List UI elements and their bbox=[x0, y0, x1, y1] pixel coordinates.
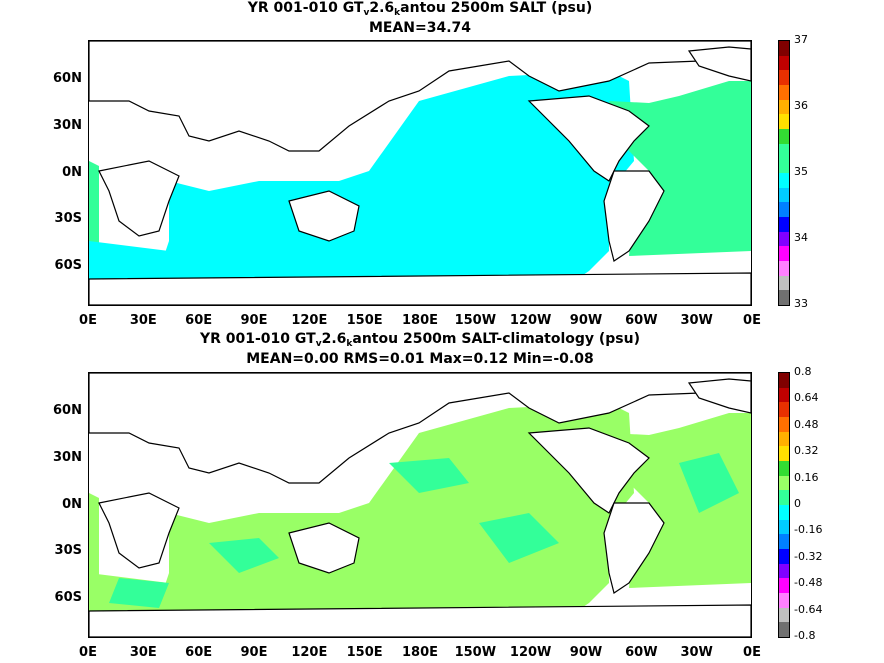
lat-tick-label: 30S bbox=[54, 211, 82, 226]
colorbar-swatch bbox=[779, 592, 789, 608]
lon-tick-label: 150E bbox=[346, 313, 383, 328]
lon-tick-label: 60W bbox=[625, 645, 658, 660]
colorbar-top bbox=[778, 40, 790, 306]
colorbar-label: 0.16 bbox=[794, 470, 819, 484]
panel1-subtitle: MEAN=34.74 bbox=[368, 20, 472, 36]
colorbar-swatch bbox=[779, 275, 789, 291]
lon-tick-label: 30W bbox=[680, 313, 713, 328]
colorbar-swatch bbox=[779, 578, 789, 593]
colorbar-label: -0.48 bbox=[794, 576, 823, 590]
colorbar-swatch bbox=[779, 548, 789, 564]
lon-tick-label: 150E bbox=[346, 645, 383, 660]
panel2-title: YR 001-010 GTv2.6kantou 2500m SALT-clima… bbox=[199, 331, 641, 349]
salinity-anomaly-map bbox=[88, 372, 752, 638]
lon-tick-label: 90E bbox=[240, 313, 268, 328]
lon-tick-label: 180E bbox=[401, 645, 439, 660]
colorbar-label: 36 bbox=[794, 99, 808, 112]
lon-tick-label: 90W bbox=[569, 645, 603, 660]
colorbar-swatch bbox=[779, 70, 789, 85]
colorbar-label: -0.8 bbox=[794, 629, 816, 642]
colorbar-swatch bbox=[779, 622, 789, 637]
colorbar-swatch bbox=[779, 202, 789, 217]
colorbar-label: 0 bbox=[794, 497, 801, 510]
panel1-title: YR 001-010 GTv2.6kantou 2500m SALT (psu) bbox=[247, 0, 593, 18]
lon-tick-label: 30W bbox=[680, 645, 713, 660]
colorbar-swatch bbox=[779, 607, 789, 623]
colorbar-swatch bbox=[779, 504, 789, 520]
panel2-subtitle: MEAN=0.00 RMS=0.01 Max=0.12 Min=-0.08 bbox=[246, 351, 594, 367]
lon-tick-label: 60W bbox=[625, 313, 658, 328]
colorbar-label: -0.32 bbox=[794, 549, 823, 563]
colorbar-swatch bbox=[779, 158, 789, 173]
lon-tick-label: 30E bbox=[129, 645, 157, 660]
lon-tick-label: 120W bbox=[509, 313, 552, 328]
colorbar-swatch bbox=[779, 231, 789, 247]
lon-tick-label: 90W bbox=[569, 313, 603, 328]
colorbar-swatch bbox=[779, 55, 789, 71]
lat-tick-label: 60S bbox=[54, 590, 82, 605]
lon-tick-label: 60E bbox=[185, 645, 213, 660]
colorbar-swatch bbox=[779, 490, 789, 505]
lon-tick-label: 0E bbox=[79, 645, 97, 660]
colorbar-swatch bbox=[779, 460, 789, 476]
colorbar-swatch bbox=[779, 114, 789, 129]
colorbar-swatch bbox=[779, 402, 789, 417]
colorbar-swatch bbox=[779, 246, 789, 261]
colorbar-bottom bbox=[778, 372, 790, 638]
lon-tick-label: 60E bbox=[185, 313, 213, 328]
colorbar-swatch bbox=[779, 475, 789, 491]
lon-tick-label: 0E bbox=[743, 313, 761, 328]
colorbar-swatch bbox=[779, 416, 789, 432]
lat-tick-label: 60N bbox=[53, 403, 82, 418]
colorbar-label: 33 bbox=[794, 297, 808, 310]
colorbar-swatch bbox=[779, 563, 789, 579]
colorbar-swatch bbox=[779, 99, 789, 115]
lat-tick-label: 60N bbox=[53, 71, 82, 86]
lat-tick-label: 0N bbox=[62, 165, 82, 180]
lon-tick-label: 0E bbox=[743, 645, 761, 660]
colorbar-swatch bbox=[779, 519, 789, 535]
colorbar-swatch bbox=[779, 143, 789, 159]
lon-tick-label: 90E bbox=[240, 645, 268, 660]
colorbar-label: 0.8 bbox=[794, 365, 812, 378]
lat-tick-label: 60S bbox=[54, 258, 82, 273]
lat-tick-label: 30N bbox=[53, 118, 82, 133]
lon-tick-label: 180E bbox=[401, 313, 439, 328]
colorbar-swatch bbox=[779, 534, 789, 549]
colorbar-swatch bbox=[779, 373, 789, 388]
colorbar-swatch bbox=[779, 387, 789, 403]
colorbar-label: 0.64 bbox=[794, 391, 819, 405]
lon-tick-label: 150W bbox=[454, 645, 497, 660]
colorbar-swatch bbox=[779, 172, 789, 188]
colorbar-swatch bbox=[779, 216, 789, 232]
lon-tick-label: 120E bbox=[291, 645, 328, 660]
colorbar-swatch bbox=[779, 260, 789, 276]
colorbar-swatch bbox=[779, 431, 789, 447]
colorbar-label: 37 bbox=[794, 33, 808, 46]
salinity-map bbox=[88, 40, 752, 306]
colorbar-swatch bbox=[779, 290, 789, 305]
colorbar-label: 0.32 bbox=[794, 444, 819, 458]
colorbar-label: -0.64 bbox=[794, 602, 823, 616]
colorbar-swatch bbox=[779, 41, 789, 56]
colorbar-swatch bbox=[779, 84, 789, 100]
lat-tick-label: 30S bbox=[54, 543, 82, 558]
colorbar-label: -0.16 bbox=[794, 523, 823, 537]
colorbar-swatch bbox=[779, 128, 789, 144]
colorbar-label: 35 bbox=[794, 165, 808, 178]
lat-tick-label: 0N bbox=[62, 497, 82, 512]
lon-tick-label: 0E bbox=[79, 313, 97, 328]
colorbar-swatch bbox=[779, 187, 789, 203]
lon-tick-label: 120E bbox=[291, 313, 328, 328]
colorbar-label: 0.48 bbox=[794, 417, 819, 431]
colorbar-label: 34 bbox=[794, 231, 808, 244]
colorbar-swatch bbox=[779, 446, 789, 461]
lon-tick-label: 150W bbox=[454, 313, 497, 328]
lon-tick-label: 120W bbox=[509, 645, 552, 660]
lon-tick-label: 30E bbox=[129, 313, 157, 328]
lat-tick-label: 30N bbox=[53, 450, 82, 465]
